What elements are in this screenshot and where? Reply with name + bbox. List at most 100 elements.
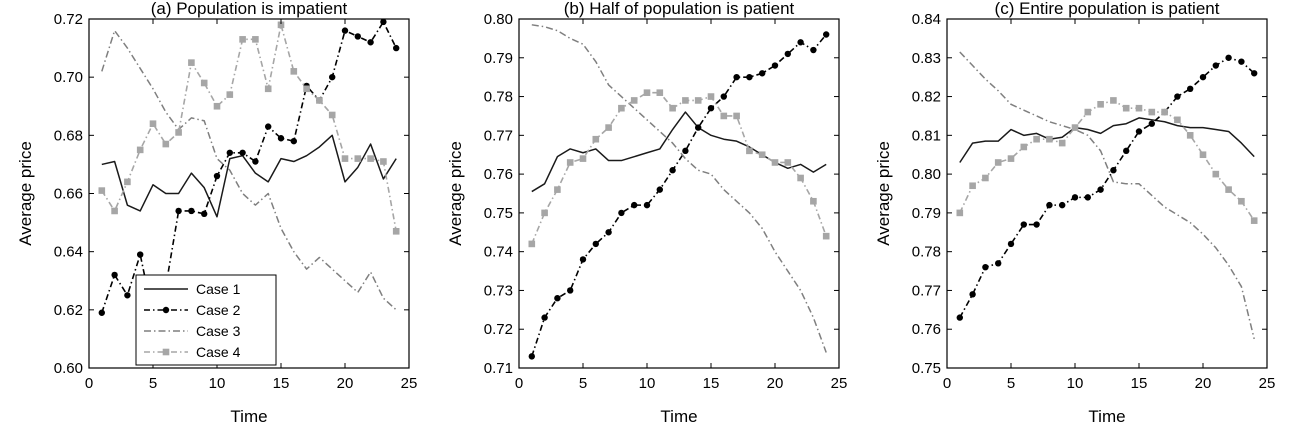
data-point-case-4 [822,232,830,240]
y-tick-label: 0.77 [484,127,513,144]
y-tick-label: 0.79 [912,205,941,222]
data-point-case-2 [175,207,182,215]
series-group [528,24,830,360]
data-point-case-4 [733,112,740,120]
data-point-case-4 [252,36,259,43]
y-tick-label: 0.79 [484,50,513,67]
data-point-case-4 [136,146,144,154]
data-point-case-2 [995,260,1002,267]
y-tick-label: 0.62 [54,302,83,319]
y-tick-label: 0.76 [484,166,513,183]
data-point-case-2 [111,271,118,279]
y-axis-label: Average price [874,141,893,246]
x-tick-label: 20 [337,375,354,392]
data-point-case-4 [1046,135,1053,143]
data-point-case-4 [213,102,221,110]
data-point-case-2 [393,44,400,52]
legend-label-case-4: Case 4 [196,344,241,360]
data-point-case-2 [1238,58,1245,65]
data-point-case-2 [1046,201,1053,209]
data-point-case-2 [265,123,272,130]
legend-label-case-2: Case 2 [196,302,241,318]
legend-box [135,274,277,366]
x-tick-label: 5 [579,375,587,392]
data-point-case-4 [380,158,387,165]
data-point-case-2 [201,210,208,218]
data-point-case-4 [1020,143,1028,151]
data-point-case-4 [1250,217,1258,224]
chart-title: (b) Half of population is patient [564,0,795,18]
data-point-case-4 [290,68,298,75]
data-point-case-4 [1033,135,1040,143]
data-point-case-4 [528,240,536,248]
data-point-case-2 [1174,93,1181,100]
data-point-case-2 [1007,240,1015,248]
data-point-case-4 [810,197,817,205]
y-tick-label: 0.60 [54,360,83,377]
data-point-case-2 [380,18,387,26]
data-point-case-4 [1097,101,1104,108]
data-point-case-4 [669,104,676,112]
series-line-case-2 [101,21,397,317]
data-point-case-2 [707,104,715,112]
legend-marker-case-4 [162,348,170,356]
x-tick-label: 10 [209,375,226,392]
y-tick-label: 0.78 [912,244,941,261]
series-line-case-4 [959,99,1255,222]
data-point-case-2 [1123,147,1130,155]
data-point-case-2 [1187,85,1194,93]
data-point-case-2 [784,50,791,58]
data-point-case-4 [694,97,702,104]
data-point-case-4 [1161,108,1168,116]
x-tick-label: 10 [639,375,656,392]
data-point-case-4 [1058,139,1066,147]
series-line-case-1 [101,134,397,218]
data-point-case-2 [1033,221,1040,228]
data-point-case-4 [200,79,208,87]
data-point-case-4 [328,111,336,119]
data-point-case-2 [554,295,561,302]
data-point-case-2 [1199,73,1207,81]
y-tick-label: 0.72 [54,11,83,28]
data-point-case-4 [605,124,612,131]
data-point-case-4 [1199,151,1207,159]
data-point-case-2 [567,287,574,294]
data-point-case-4 [541,209,548,217]
data-point-case-4 [682,97,689,104]
y-axis-label: Average price [16,141,35,246]
data-point-case-2 [1110,167,1117,174]
y-tick-label: 0.75 [484,205,513,222]
data-point-case-4 [1007,155,1015,162]
data-point-case-4 [264,85,272,93]
series-line-case-3 [959,51,1255,340]
data-point-case-4 [956,209,964,217]
data-point-case-2 [720,93,727,100]
y-tick-label: 0.80 [912,166,941,183]
data-point-case-2 [797,39,804,46]
legend-label-case-1: Case 1 [196,281,241,297]
series-line-case-3 [531,24,827,353]
y-tick-label: 0.83 [912,50,941,67]
data-point-case-4 [579,155,587,162]
data-point-case-4 [1174,116,1181,124]
data-point-case-2 [1135,128,1143,135]
series-line-case-1 [959,117,1255,163]
data-point-case-4 [226,91,234,98]
data-point-case-4 [98,187,106,194]
data-point-case-4 [797,174,804,182]
x-tick-label: 10 [1067,375,1084,392]
y-tick-label: 0.71 [484,360,513,377]
data-point-case-4 [392,228,400,235]
axes-frame [946,18,1268,369]
data-point-case-4 [188,59,195,66]
data-point-case-2 [1071,194,1079,201]
data-point-case-4 [175,129,182,136]
data-point-case-4 [1148,108,1156,116]
data-point-case-4 [592,135,600,143]
x-tick-label: 25 [1259,375,1276,392]
data-point-case-2 [367,39,374,46]
data-point-case-2 [746,73,753,81]
data-point-case-2 [823,31,830,38]
data-point-case-2 [810,46,817,54]
